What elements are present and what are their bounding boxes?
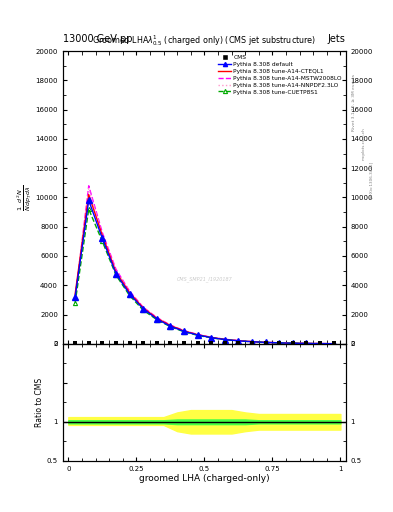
- Y-axis label: $\frac{1}{N}\frac{d^{2}N}{dp_{T}d\lambda}$: $\frac{1}{N}\frac{d^{2}N}{dp_{T}d\lambda…: [16, 184, 34, 211]
- Text: Rivet 3.1.10, ≥ 3M events: Rivet 3.1.10, ≥ 3M events: [352, 74, 356, 131]
- Text: 13000 GeV pp: 13000 GeV pp: [63, 33, 132, 44]
- Text: [arXiv:1306.3436]: [arXiv:1306.3436]: [369, 161, 373, 198]
- Text: Jets: Jets: [328, 33, 346, 44]
- Point: [303, 339, 310, 348]
- Point: [195, 339, 201, 348]
- Text: mcplots.cern.ch: mcplots.cern.ch: [362, 127, 365, 160]
- Point: [208, 339, 214, 348]
- Y-axis label: Ratio to CMS: Ratio to CMS: [35, 378, 44, 427]
- Point: [86, 339, 92, 348]
- Point: [72, 339, 78, 348]
- Point: [222, 339, 228, 348]
- Point: [290, 339, 296, 348]
- Point: [140, 339, 146, 348]
- Point: [99, 339, 105, 348]
- Point: [331, 339, 337, 348]
- X-axis label: groomed LHA (charged-only): groomed LHA (charged-only): [139, 475, 270, 483]
- Point: [181, 339, 187, 348]
- Point: [235, 339, 242, 348]
- Point: [113, 339, 119, 348]
- Point: [263, 339, 269, 348]
- Text: CMS_SMP21_I1920187: CMS_SMP21_I1920187: [176, 276, 232, 282]
- Point: [154, 339, 160, 348]
- Text: Groomed LHA$\lambda^{1}_{0.5}$ (charged only) (CMS jet substructure): Groomed LHA$\lambda^{1}_{0.5}$ (charged …: [92, 33, 316, 48]
- Point: [127, 339, 133, 348]
- Point: [317, 339, 323, 348]
- Point: [249, 339, 255, 348]
- Legend: CMS, Pythia 8.308 default, Pythia 8.308 tune-A14-CTEQL1, Pythia 8.308 tune-A14-M: CMS, Pythia 8.308 default, Pythia 8.308 …: [216, 53, 344, 97]
- Point: [167, 339, 173, 348]
- Point: [276, 339, 282, 348]
